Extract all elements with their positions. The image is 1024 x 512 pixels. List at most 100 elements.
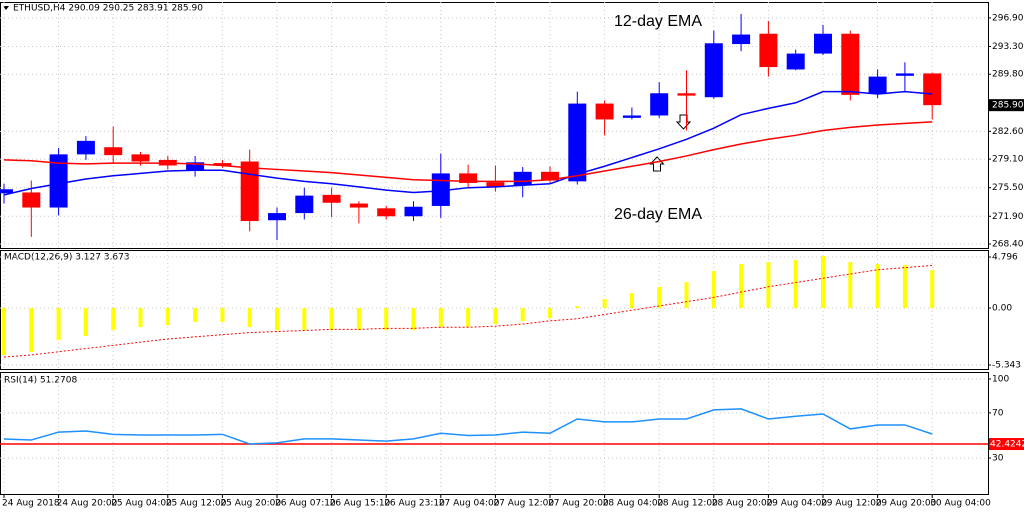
macd-bar: [629, 293, 634, 309]
main-panel: [0, 2, 989, 249]
buy-arrow: [649, 156, 665, 172]
macd-bar: [684, 282, 689, 309]
candle-body: [295, 195, 314, 214]
macd-bar: [902, 265, 907, 309]
macd-bar: [302, 308, 307, 331]
rsi-panel: [0, 372, 989, 495]
chart-title: ETHUSD,H4 290.09 290.25 283.91 285.90: [13, 4, 203, 14]
macd-bar: [875, 264, 880, 309]
x-tick-label: 29 Aug 04:00: [766, 499, 827, 509]
x-tick-label: 30 Aug 04:00: [930, 499, 991, 509]
x-tick-label: 28 Aug 20:00: [712, 499, 773, 509]
y-tick-label: 279.10: [992, 155, 1024, 165]
candle-body: [895, 73, 914, 76]
x-tick-label: 25 Aug 04:00: [111, 499, 172, 509]
y-tick-label: 296.90: [992, 13, 1024, 23]
y-tick-label: 0.00: [992, 304, 1012, 314]
macd-bar: [793, 260, 798, 309]
y-tick-label: 100: [992, 374, 1009, 384]
y-tick-label: 4.796: [992, 253, 1018, 263]
candle-body: [650, 93, 669, 116]
candle-body: [868, 76, 887, 95]
x-tick-label: 28 Aug 12:00: [657, 499, 718, 509]
candle-body: [240, 161, 259, 222]
candle-body: [704, 43, 723, 98]
symbol-menu-icon[interactable]: [3, 6, 9, 10]
candle-body: [349, 203, 368, 208]
candle-body: [22, 192, 41, 208]
macd-bar: [275, 308, 279, 331]
macd-title: MACD(12,26,9) 3.127 3.673: [4, 253, 130, 263]
candle-body: [104, 147, 123, 156]
macd-bar: [193, 308, 198, 323]
candle-body: [459, 173, 478, 183]
macd-bar: [520, 308, 525, 322]
x-tick-label: 27 Aug 12:00: [493, 499, 554, 509]
candle-body: [49, 154, 68, 208]
x-tick-label: 29 Aug 12:00: [821, 499, 882, 509]
ema-annotation: 26-day EMA: [614, 206, 702, 223]
candle-body: [568, 103, 587, 182]
y-tick-label: 293.30: [992, 42, 1024, 52]
x-tick-label: 26 Aug 23:10: [384, 499, 445, 509]
macd-bar: [56, 308, 61, 341]
y-tick-label: 30: [992, 454, 1004, 464]
y-tick-label: 275.50: [992, 183, 1024, 193]
y-tick-label: 268.40: [992, 240, 1024, 250]
candle-body: [814, 33, 832, 54]
macd-bar: [138, 308, 143, 328]
candle-body: [786, 53, 805, 70]
ema-annotation: 12-day EMA: [614, 13, 702, 30]
candle-body: [131, 154, 150, 162]
last-price-box: [989, 99, 1024, 112]
macd-bar: [466, 308, 471, 328]
macd-bar: [438, 308, 443, 328]
x-tick-label: 25 Aug 12:00: [166, 499, 227, 509]
macd-panel: [0, 250, 989, 370]
x-tick-label: 24 Aug 20:00: [57, 499, 118, 509]
candle-body: [513, 171, 532, 186]
macd-bar: [548, 308, 552, 319]
x-tick-label: 29 Aug 20:00: [876, 499, 937, 509]
macd-bar: [602, 299, 607, 309]
x-tick-label: 26 Aug 07:10: [275, 499, 336, 509]
macd-bar: [220, 308, 225, 323]
candle-body: [595, 103, 614, 120]
candle-body: [431, 173, 450, 206]
x-tick-label: 28 Aug 04:00: [603, 499, 664, 509]
rsi-line: [3, 408, 933, 445]
candle-body: [404, 206, 423, 217]
macd-bar: [356, 308, 361, 331]
y-tick-label: 282.60: [992, 127, 1024, 137]
x-tick-label: 26 Aug 15:10: [330, 499, 391, 509]
candle-body: [841, 33, 860, 95]
macd-bar: [575, 306, 580, 309]
ema-line: [3, 90, 933, 196]
candle-body: [268, 213, 286, 221]
y-tick-label: 70: [992, 408, 1004, 418]
macd-bar: [848, 262, 853, 309]
candle-body: [76, 140, 95, 155]
rsi-title: RSI(14) 51.2708: [4, 376, 77, 386]
candle-body: [759, 33, 778, 68]
candle-body: [377, 208, 396, 217]
macd-bar: [83, 308, 88, 337]
macd-bar: [657, 287, 662, 309]
x-tick-label: 27 Aug 20:00: [548, 499, 609, 509]
candle-body: [486, 182, 505, 187]
y-tick-label: -5.343: [992, 360, 1021, 370]
level-box: [989, 438, 1024, 451]
candle-body: [541, 171, 559, 181]
macd-bar: [930, 270, 935, 309]
level-label: 42.4242: [990, 440, 1024, 450]
signal-line: [3, 264, 933, 358]
x-tick-label: 24 Aug 2018: [2, 499, 60, 509]
macd-bar: [165, 308, 170, 326]
candle-body: [322, 194, 341, 203]
x-tick-label: 27 Aug 04:00: [439, 499, 500, 509]
candle-body: [622, 115, 641, 118]
macd-bar: [411, 308, 416, 331]
macd-bar: [2, 308, 6, 356]
macd-bar: [821, 256, 825, 309]
